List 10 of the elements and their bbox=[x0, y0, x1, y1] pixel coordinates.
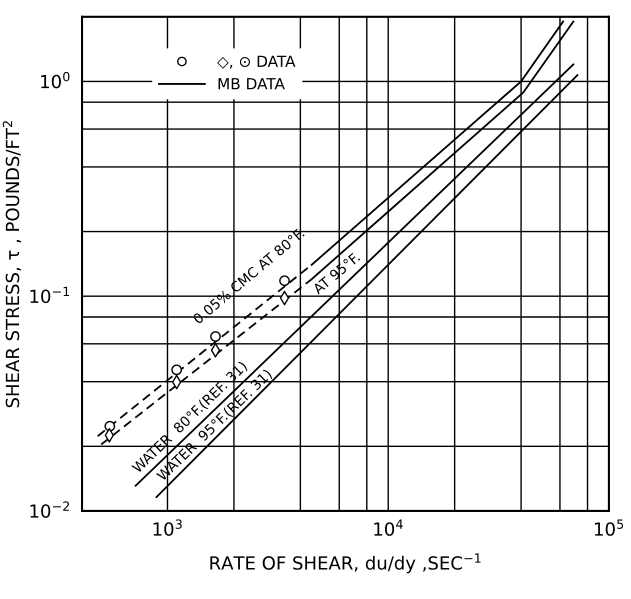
x-axis-title: RATE OF SHEAR, du/dy ,SEC$^{−1}$ bbox=[210, 553, 481, 574]
x-tick-label: 10$^{3}$ bbox=[154, 519, 182, 536]
y-axis-title: SHEAR STRESS, τ , POUNDS/FT$^{2}$ bbox=[2, 121, 22, 408]
x-tick-label: 10$^{5}$ bbox=[595, 520, 624, 536]
y-tick-label: 10$^{−1}$ bbox=[30, 286, 70, 304]
legend-label: MB DATA bbox=[218, 78, 285, 90]
y-tick-label: 10$^{0}$ bbox=[41, 72, 70, 88]
legend-label: ◇, ⊙ DATA bbox=[217, 56, 296, 69]
y-tick-label: 10$^{−2}$ bbox=[30, 501, 69, 518]
x-tick-label: 10$^{4}$ bbox=[374, 520, 403, 536]
